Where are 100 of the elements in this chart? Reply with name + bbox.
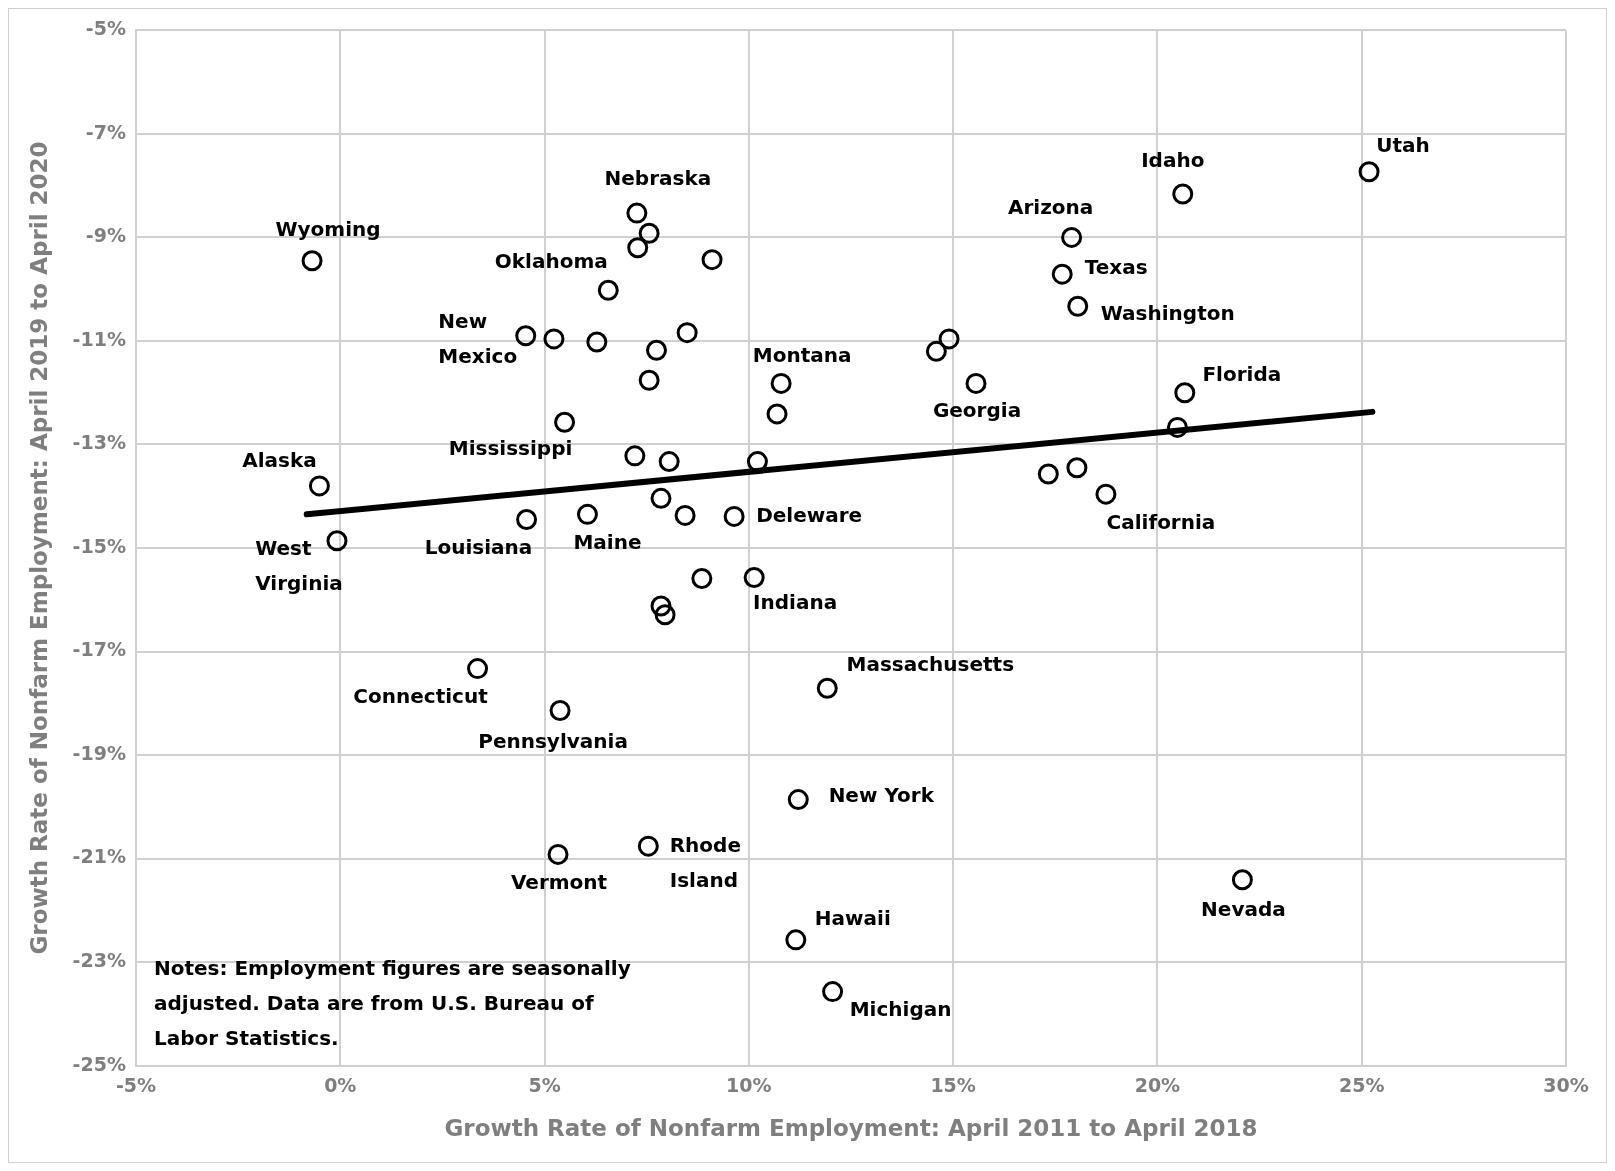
point [326,530,348,552]
x-tick-label: 5% [528,1073,561,1096]
y-tick-label: -11% [72,327,126,350]
x-axis-title: Growth Rate of Nonfarm Employment: April 2011 to April 2018 [444,1115,1258,1142]
point [1358,161,1380,183]
point [1051,263,1073,285]
annotation: Mississippi [448,436,573,461]
annotation: Hawaii [814,906,891,931]
annotation: California [1106,510,1216,535]
point [638,369,660,391]
point [638,222,660,244]
point [543,328,565,350]
annotation: Wyoming [275,216,381,241]
point [674,504,696,526]
annotation: Connecticut [353,683,489,708]
point [308,475,330,497]
point [701,249,723,271]
point [549,700,571,722]
point [467,658,489,680]
annotation: Texas [1084,255,1148,280]
point [822,981,844,1003]
point [547,843,569,865]
x-tick-label: 10% [726,1073,772,1096]
annotation: Washington [1100,301,1235,326]
point [1067,295,1089,317]
y-tick-label: -7% [85,120,126,143]
y-tick-label: -25% [72,1052,126,1075]
annotation: Deleware [756,502,863,527]
annotation: Notes: Employment figures are seasonally adjusted. Data are from U.S. Bureau of Labor Statistics. [153,955,631,1050]
point [301,250,323,272]
x-tick-label: 30% [1543,1073,1589,1096]
x-tick-label: -5% [115,1073,157,1096]
annotation: Nebraska [604,166,712,191]
annotation: Louisiana [424,534,533,559]
point [516,509,538,531]
y-tick-label: -13% [72,431,126,454]
point [925,340,947,362]
point [654,604,676,626]
annotation: West Virginia [255,535,343,595]
point [626,202,648,224]
annotation: Massachusetts [846,652,1015,677]
annotation: New York [828,782,935,807]
point [637,835,659,857]
x-tick-label: 15% [930,1073,976,1096]
y-tick-label: -21% [72,845,126,868]
point [787,789,809,811]
point [586,331,608,353]
point [650,487,672,509]
point [938,328,960,350]
point [624,445,646,467]
point [658,451,680,473]
annotation: Vermont [510,869,608,894]
annotation: Nevada [1201,896,1286,921]
annotation: Oklahoma [494,249,608,274]
annotation: Pennsylvania [478,728,628,753]
annotation: Alaska [242,448,317,473]
annotation: Maine [573,529,642,554]
y-tick-label: -19% [72,741,126,764]
annotation: Georgia [932,397,1022,422]
point [576,503,598,525]
point [766,403,788,425]
point [816,677,838,699]
point [1066,457,1088,479]
point [515,325,537,347]
point [676,322,698,344]
annotation: Idaho [1141,148,1205,173]
annotation: Rhode Island [669,833,741,893]
y-tick-label: -9% [85,224,126,247]
point [1231,869,1253,891]
point [723,505,745,527]
annotation: Arizona [1007,194,1094,219]
point [965,372,987,394]
point [1166,416,1188,438]
annotation: Montana [752,342,852,367]
point [1037,463,1059,485]
point [1174,382,1196,404]
point [743,567,765,588]
point [691,568,713,590]
x-tick-label: 0% [324,1073,357,1096]
y-tick-label: -17% [72,638,126,661]
annotation: Utah [1376,132,1430,157]
point [1061,226,1083,248]
point [650,595,672,617]
point [554,411,576,433]
point [770,372,792,394]
point [627,237,649,259]
point [1095,483,1117,505]
point [1172,183,1194,205]
annotation: Florida [1202,361,1282,386]
point [646,339,667,361]
y-tick-label: -5% [85,17,126,40]
x-tick-label: 25% [1338,1073,1385,1096]
point [597,279,619,301]
y-axis-title: Growth Rate of Nonfarm Employment: April 2019 to April 2020 [25,141,52,955]
annotation: Indiana [753,589,838,614]
annotation: Michigan [849,996,952,1021]
y-tick-label: -15% [72,534,126,557]
annotation: New Mexico [438,308,518,368]
x-tick-label: 20% [1134,1073,1181,1096]
y-tick-label: -23% [72,949,126,972]
